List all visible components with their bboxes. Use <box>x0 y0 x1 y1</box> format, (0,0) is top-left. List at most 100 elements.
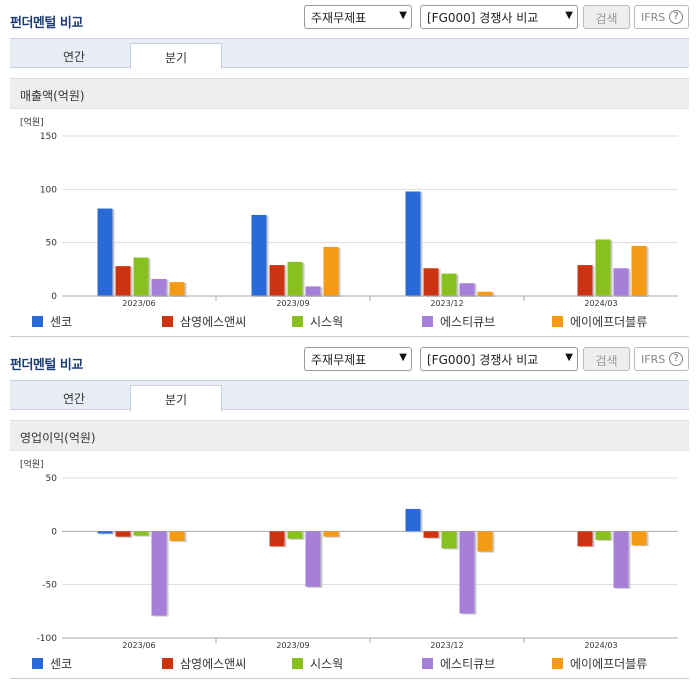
bar <box>441 531 457 549</box>
legend-label: 에스티큐브 <box>440 657 496 671</box>
bar <box>115 266 131 296</box>
chevron-down-icon: ▼ <box>399 352 407 363</box>
bar <box>477 531 493 552</box>
operating-profit-chart-svg: [억원] -100 -50 0 50 2023/06 2023/09 2023/12 2024/… <box>20 458 678 650</box>
legend-swatch <box>292 658 303 669</box>
x-tick-label: 2023/06 <box>122 641 155 650</box>
legend-label: 에스티큐브 <box>440 315 496 329</box>
y-tick-label: 50 <box>46 239 58 249</box>
tab-quarterly[interactable]: 분기 <box>130 385 222 412</box>
ifrs-label: IFRS <box>641 11 666 24</box>
bar <box>323 531 339 537</box>
bar <box>287 261 303 296</box>
panel-header: 펀더멘털 비교 주재무제표 ▼ [FG000] 경쟁사 비교 ▼ 검색 IFRS… <box>0 342 696 374</box>
bar <box>251 214 267 296</box>
x-tick-label: 2023/12 <box>430 641 463 650</box>
chevron-down-icon: ▼ <box>565 352 573 363</box>
y-tick-label: 50 <box>46 474 58 484</box>
statement-type-select[interactable]: 주재무제표 ▼ <box>304 5 412 29</box>
legend-swatch <box>422 658 433 669</box>
comparison-value: [FG000] 경쟁사 비교 <box>427 11 539 25</box>
bar <box>405 508 421 532</box>
y-unit-label: [억원] <box>20 458 44 470</box>
bar <box>169 282 185 296</box>
x-tick-label: 2024/03 <box>584 299 617 308</box>
legend-swatch <box>552 316 563 327</box>
ifrs-label: IFRS <box>641 353 666 366</box>
panel-header: 펀더멘털 비교 주재무제표 ▼ [FG000] 경쟁사 비교 ▼ 검색 IFRS… <box>0 0 696 32</box>
bar <box>477 291 493 296</box>
tab-annual[interactable]: 연간 <box>62 50 86 64</box>
bar <box>287 531 303 539</box>
revenue-chart: [억원] 0 50 100 150 2023/06 2023/09 2023/12 2024/0… <box>10 112 689 332</box>
bar <box>305 286 321 296</box>
bar <box>151 278 167 296</box>
ifrs-button[interactable]: IFRS ? <box>634 5 689 29</box>
bar <box>133 257 149 296</box>
legend-swatch <box>552 658 563 669</box>
comparison-select[interactable]: [FG000] 경쟁사 비교 ▼ <box>420 347 578 371</box>
legend-label: 시스웍 <box>310 657 344 671</box>
bar <box>151 531 167 616</box>
statement-type-select[interactable]: 주재무제표 ▼ <box>304 347 412 371</box>
panel-title: 펀더멘털 비교 <box>10 358 83 373</box>
bar <box>97 208 113 296</box>
bar <box>305 531 321 587</box>
bar <box>613 268 629 296</box>
help-icon[interactable]: ? <box>669 10 683 24</box>
y-unit-label: [억원] <box>20 116 44 128</box>
fundamental-panel-1: 펀더멘털 비교 주재무제표 ▼ [FG000] 경쟁사 비교 ▼ 검색 IFRS… <box>0 0 696 337</box>
legend-label: 삼영에스앤씨 <box>180 657 247 671</box>
search-button[interactable]: 검색 <box>583 5 630 29</box>
x-tick-label: 2023/09 <box>276 299 309 308</box>
legend-swatch <box>32 658 43 669</box>
legend-label: 삼영에스앤씨 <box>180 315 247 329</box>
period-tabs: 연간 분기 <box>10 380 689 412</box>
y-tick-label: 100 <box>40 185 57 195</box>
search-button[interactable]: 검색 <box>583 347 630 371</box>
fundamental-panel-2: 펀더멘털 비교 주재무제표 ▼ [FG000] 경쟁사 비교 ▼ 검색 IFRS… <box>0 342 696 684</box>
legend-label: 에이에프더블류 <box>570 315 648 329</box>
tab-annual[interactable]: 연간 <box>62 392 86 406</box>
legend-swatch <box>162 316 173 327</box>
chart-legend: 센코 삼영에스앤씨 시스웍 에스티큐브 에이에프더블류 <box>10 312 689 332</box>
bar <box>323 246 339 296</box>
comparison-value: [FG000] 경쟁사 비교 <box>427 353 539 367</box>
bar <box>97 531 113 534</box>
legend-label: 에이에프더블류 <box>570 657 648 671</box>
bar <box>459 283 475 296</box>
bar <box>441 273 457 296</box>
tab-quarterly[interactable]: 분기 <box>130 43 222 70</box>
y-tick-label: 150 <box>40 132 57 142</box>
operating-profit-chart: [억원] -100 -50 0 50 2023/06 2023/09 2023/12 2024/… <box>10 454 689 674</box>
bar <box>423 531 439 538</box>
divider <box>10 336 689 337</box>
legend-label: 센코 <box>50 657 73 671</box>
bar <box>405 191 421 296</box>
legend-swatch <box>32 316 43 327</box>
period-tabs: 연간 분기 <box>10 38 689 70</box>
bar <box>115 531 131 537</box>
legend-label: 센코 <box>50 315 73 329</box>
x-tick-label: 2023/12 <box>430 299 463 308</box>
bar <box>577 265 593 296</box>
statement-type-value: 주재무제표 <box>311 11 367 25</box>
x-tick-label: 2023/06 <box>122 299 155 308</box>
x-tick-label: 2023/09 <box>276 641 309 650</box>
comparison-select[interactable]: [FG000] 경쟁사 비교 ▼ <box>420 5 578 29</box>
bar <box>631 245 647 296</box>
legend-swatch <box>162 658 173 669</box>
legend-swatch <box>292 316 303 327</box>
section-title: 매출액(억원) <box>10 78 689 109</box>
chevron-down-icon: ▼ <box>399 10 407 21</box>
statement-type-value: 주재무제표 <box>311 353 367 367</box>
bar <box>595 239 611 296</box>
divider <box>10 678 689 679</box>
y-tick-label: 0 <box>51 527 57 537</box>
bar <box>423 268 439 296</box>
ifrs-button[interactable]: IFRS ? <box>634 347 689 371</box>
help-icon[interactable]: ? <box>669 352 683 366</box>
bar <box>269 265 285 296</box>
bar <box>459 531 475 614</box>
y-tick-label: 0 <box>51 292 57 302</box>
